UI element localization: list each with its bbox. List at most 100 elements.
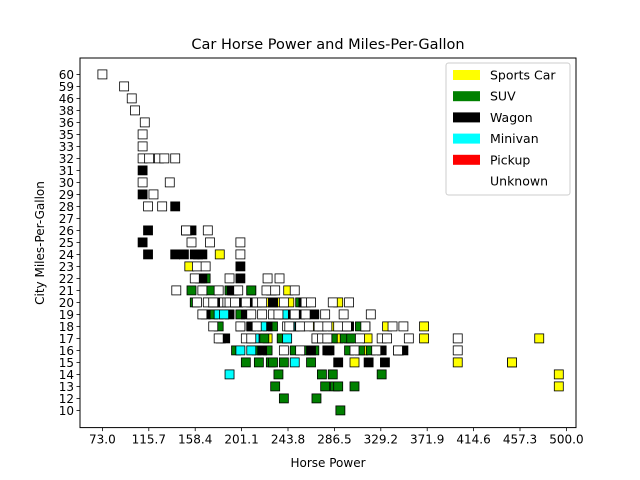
data-marks: [97, 69, 564, 416]
point-unknown: [143, 201, 153, 212]
legend-label-unknown: Unknown: [490, 174, 548, 189]
point-suv: [349, 381, 360, 392]
legend-label-pickup: Pickup: [490, 152, 530, 167]
point-minivan: [219, 309, 230, 320]
point-unknown: [130, 105, 140, 116]
y-tick-label: 13: [59, 380, 74, 394]
legend-swatch-wagon: [453, 112, 480, 123]
point-suv: [333, 381, 344, 392]
point-suv: [346, 333, 357, 344]
point-wagon: [143, 249, 153, 260]
point-sports-car: [507, 357, 517, 368]
y-axis-label: City Miles-Per-Gallon: [33, 181, 47, 305]
y-tick-label: 25: [59, 236, 74, 250]
y-tick-label: 22: [59, 272, 74, 286]
point-wagon: [170, 201, 181, 212]
y-tick-label: 27: [59, 212, 74, 226]
legend-label-sports-car: Sports Car: [490, 68, 556, 83]
point-suv: [278, 393, 289, 404]
point-unknown: [270, 285, 281, 296]
legend-swatch-unknown: [453, 176, 480, 186]
point-wagon: [257, 345, 268, 356]
point-minivan: [224, 369, 235, 380]
x-tick-label: 500.0: [549, 433, 583, 447]
point-suv: [273, 369, 284, 380]
point-suv: [270, 381, 281, 392]
point-unknown: [235, 321, 246, 332]
x-tick-label: 329.2: [364, 433, 398, 447]
point-suv: [335, 405, 346, 416]
y-tick-label: 31: [59, 164, 74, 178]
point-unknown: [213, 285, 224, 296]
legend-swatch-sports-car: [453, 70, 480, 80]
point-unknown: [186, 237, 197, 248]
y-tick-label: 60: [59, 68, 74, 82]
point-unknown: [360, 321, 371, 332]
point-wagon: [380, 357, 390, 368]
point-wagon: [324, 345, 335, 356]
point-suv: [259, 333, 270, 344]
point-unknown: [261, 285, 272, 296]
legend-label-wagon: Wagon: [490, 110, 533, 125]
point-wagon: [197, 249, 208, 260]
point-unknown: [164, 177, 175, 188]
legend-swatch-suv: [453, 91, 480, 102]
point-unknown: [192, 261, 202, 272]
point-unknown: [327, 297, 338, 308]
y-tick-label: 12: [59, 392, 74, 406]
point-unknown: [295, 345, 306, 356]
point-unknown: [322, 333, 333, 344]
point-wagon: [235, 261, 246, 272]
point-unknown: [338, 309, 349, 320]
point-suv: [246, 285, 257, 296]
point-minivan: [282, 333, 293, 344]
point-unknown: [192, 297, 202, 308]
point-unknown: [233, 285, 244, 296]
point-unknown: [349, 345, 360, 356]
point-unknown: [205, 237, 215, 248]
point-wagon: [333, 357, 344, 368]
point-unknown: [295, 321, 306, 332]
point-unknown: [181, 225, 191, 236]
point-unknown: [303, 321, 314, 332]
y-tick-label: 29: [59, 188, 74, 202]
point-unknown: [230, 297, 240, 308]
point-sports-car: [214, 249, 225, 260]
point-suv: [317, 369, 327, 380]
y-tick-label: 23: [59, 260, 74, 274]
point-unknown: [148, 189, 159, 200]
legend-label-suv: SUV: [490, 89, 516, 104]
y-tick-label: 15: [59, 356, 74, 370]
y-tick-label: 19: [59, 308, 74, 322]
point-wagon: [143, 225, 153, 236]
point-unknown: [320, 309, 331, 320]
point-unknown: [262, 273, 273, 284]
y-tick-label: 16: [59, 344, 74, 358]
point-sports-car: [349, 357, 360, 368]
point-minivan: [235, 345, 246, 356]
point-sports-car: [553, 369, 564, 380]
point-unknown: [224, 273, 235, 284]
point-unknown: [240, 297, 251, 308]
point-unknown: [246, 309, 257, 320]
y-tick-label: 36: [59, 116, 74, 130]
point-unknown: [289, 285, 300, 296]
y-tick-label: 18: [59, 320, 74, 334]
point-unknown: [403, 333, 414, 344]
y-tick-label: 21: [59, 284, 74, 298]
point-wagon: [137, 165, 148, 176]
point-unknown: [139, 117, 150, 128]
y-tick-label: 28: [59, 200, 74, 214]
point-unknown: [189, 273, 200, 284]
point-unknown: [235, 249, 246, 260]
point-unknown: [251, 321, 262, 332]
point-suv: [306, 357, 316, 368]
point-sports-car: [452, 357, 463, 368]
y-tick-label: 46: [59, 92, 74, 106]
x-tick-label: 243.8: [271, 433, 305, 447]
y-tick-label: 26: [59, 224, 74, 238]
point-suv: [186, 285, 197, 296]
point-unknown: [382, 333, 393, 344]
x-axis-ticks: 73.0 115.7 158.4 201.1 243.8 286.5 329.2 371.9 4…: [89, 427, 584, 447]
